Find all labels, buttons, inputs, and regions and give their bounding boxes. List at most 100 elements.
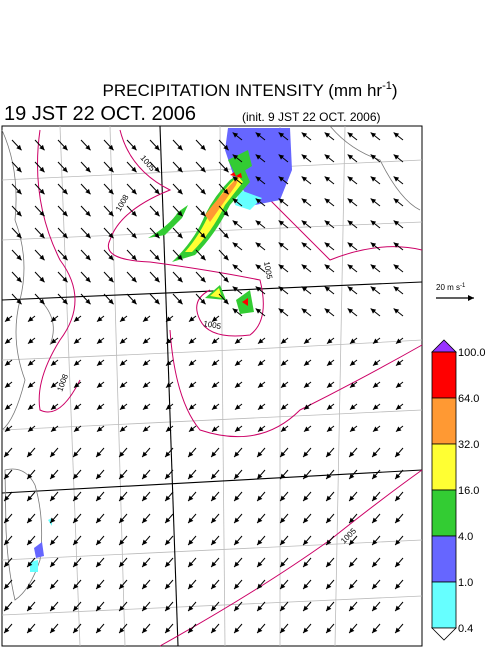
wind-vector-head [255, 132, 262, 138]
title-exponent: -1 [382, 80, 392, 92]
wind-vector-head [232, 264, 239, 270]
title: PRECIPITATION INTENSITY (mm hr-1) [102, 80, 397, 100]
wind-vector-head [119, 583, 125, 590]
wind-vector-head [188, 517, 194, 524]
wind-vector-head [188, 451, 194, 458]
wind-vector-head [303, 517, 309, 524]
wind-vector-head [142, 517, 148, 524]
wind-vector-head [16, 254, 22, 261]
wind-vector-head [85, 232, 91, 239]
wind-vector-head [255, 198, 262, 204]
wind-vector-head [349, 360, 356, 366]
wind-vector-head [165, 360, 172, 366]
wind-vector-head [278, 308, 285, 314]
wind-vector-head [326, 517, 332, 524]
wind-vector-head [393, 286, 400, 292]
wind-vector-head [349, 404, 356, 410]
wind-vector-head [188, 561, 194, 568]
wind-vector-head [223, 276, 229, 283]
wind-vector-head [142, 627, 148, 634]
wind-vector-head [223, 254, 229, 261]
wind-vector-head [257, 382, 264, 388]
wind-vector-head [96, 382, 103, 388]
wind-vector-head [39, 298, 45, 305]
wind-vector-head [119, 495, 125, 502]
wind-vector-head [200, 276, 206, 283]
precip-area [235, 190, 262, 210]
wind-vector-head [324, 242, 331, 248]
precip-area [242, 298, 248, 306]
wind-vector-head [50, 473, 56, 480]
wind-vector-head [372, 627, 378, 634]
wind-vector-head [326, 473, 332, 480]
wind-vector-head [96, 561, 102, 568]
wind-vector-head [257, 426, 264, 432]
wind-vector-head [372, 539, 378, 546]
grid-line [1, 409, 423, 431]
wind-vector-head [200, 144, 206, 151]
wind-vector-head [395, 605, 401, 612]
wind-vector-head [50, 517, 56, 524]
wind-vector-head [200, 232, 206, 239]
wind-vector-head [188, 382, 195, 388]
wind-vector-head [393, 132, 400, 138]
wind-vector-head [177, 276, 183, 283]
wind-vector-head [280, 583, 286, 590]
wind-vector-head [96, 539, 102, 546]
wind-vector-head [188, 338, 195, 344]
wind-vector-head [303, 404, 310, 410]
grid-line [1, 595, 423, 616]
wind-vector-head [62, 210, 68, 217]
wind-vector-head [324, 198, 331, 204]
wind-vector-head [301, 198, 308, 204]
colorbar-over [431, 339, 457, 353]
wind-vector-head [349, 583, 355, 590]
wind-vector-head [119, 404, 126, 410]
wind-vector-head [73, 473, 79, 480]
wind-vector-head [39, 232, 45, 239]
wind-vector-head [188, 473, 194, 480]
wind-vector-head [177, 210, 183, 217]
wind-vector-head [27, 517, 33, 524]
wind-vector-head [62, 188, 68, 195]
wind-vector-head [108, 276, 114, 283]
wind-vector-head [39, 188, 45, 195]
wind-vector-head [165, 382, 172, 388]
wind-vector-head [4, 561, 10, 568]
wind-vector-head [165, 517, 171, 524]
wind-vector-head [347, 198, 354, 204]
wind-vector-head [200, 188, 206, 195]
wind-vector-head [393, 154, 400, 160]
wind-vector-head [131, 232, 137, 239]
wind-vector-head [324, 154, 331, 160]
wind-vector-head [119, 338, 126, 344]
wind-vector-head [395, 539, 401, 546]
wind-vector-head [142, 495, 148, 502]
wind-vector-head [326, 495, 332, 502]
wind-vector-head [280, 539, 286, 546]
wind-vector-head [372, 517, 378, 524]
wind-vector-head [303, 539, 309, 546]
wind-vector-head [372, 338, 379, 344]
colorbar-label: 32.0 [458, 439, 479, 451]
wind-vector-head [234, 517, 240, 524]
wind-vector-head [326, 627, 332, 634]
wind-vector-head [96, 338, 103, 344]
wind-vector-head [154, 276, 160, 283]
wind-vector-head [96, 426, 103, 432]
wind-scale-head [468, 295, 474, 301]
wind-vector-head [347, 154, 354, 160]
wind-vector-head [211, 605, 217, 612]
wind-vector-head [165, 404, 172, 410]
colorbar-label: 16.0 [458, 485, 479, 497]
wind-vector-head [16, 166, 22, 173]
wind-vector-head [280, 451, 286, 458]
wind-vector-head [349, 495, 355, 502]
wind-vector-head [39, 210, 45, 217]
wind-vector-head [347, 308, 354, 314]
wind-vector-head [232, 132, 239, 138]
isobars [37, 129, 423, 647]
wind-vector-head [234, 338, 241, 344]
isobar [159, 469, 423, 647]
